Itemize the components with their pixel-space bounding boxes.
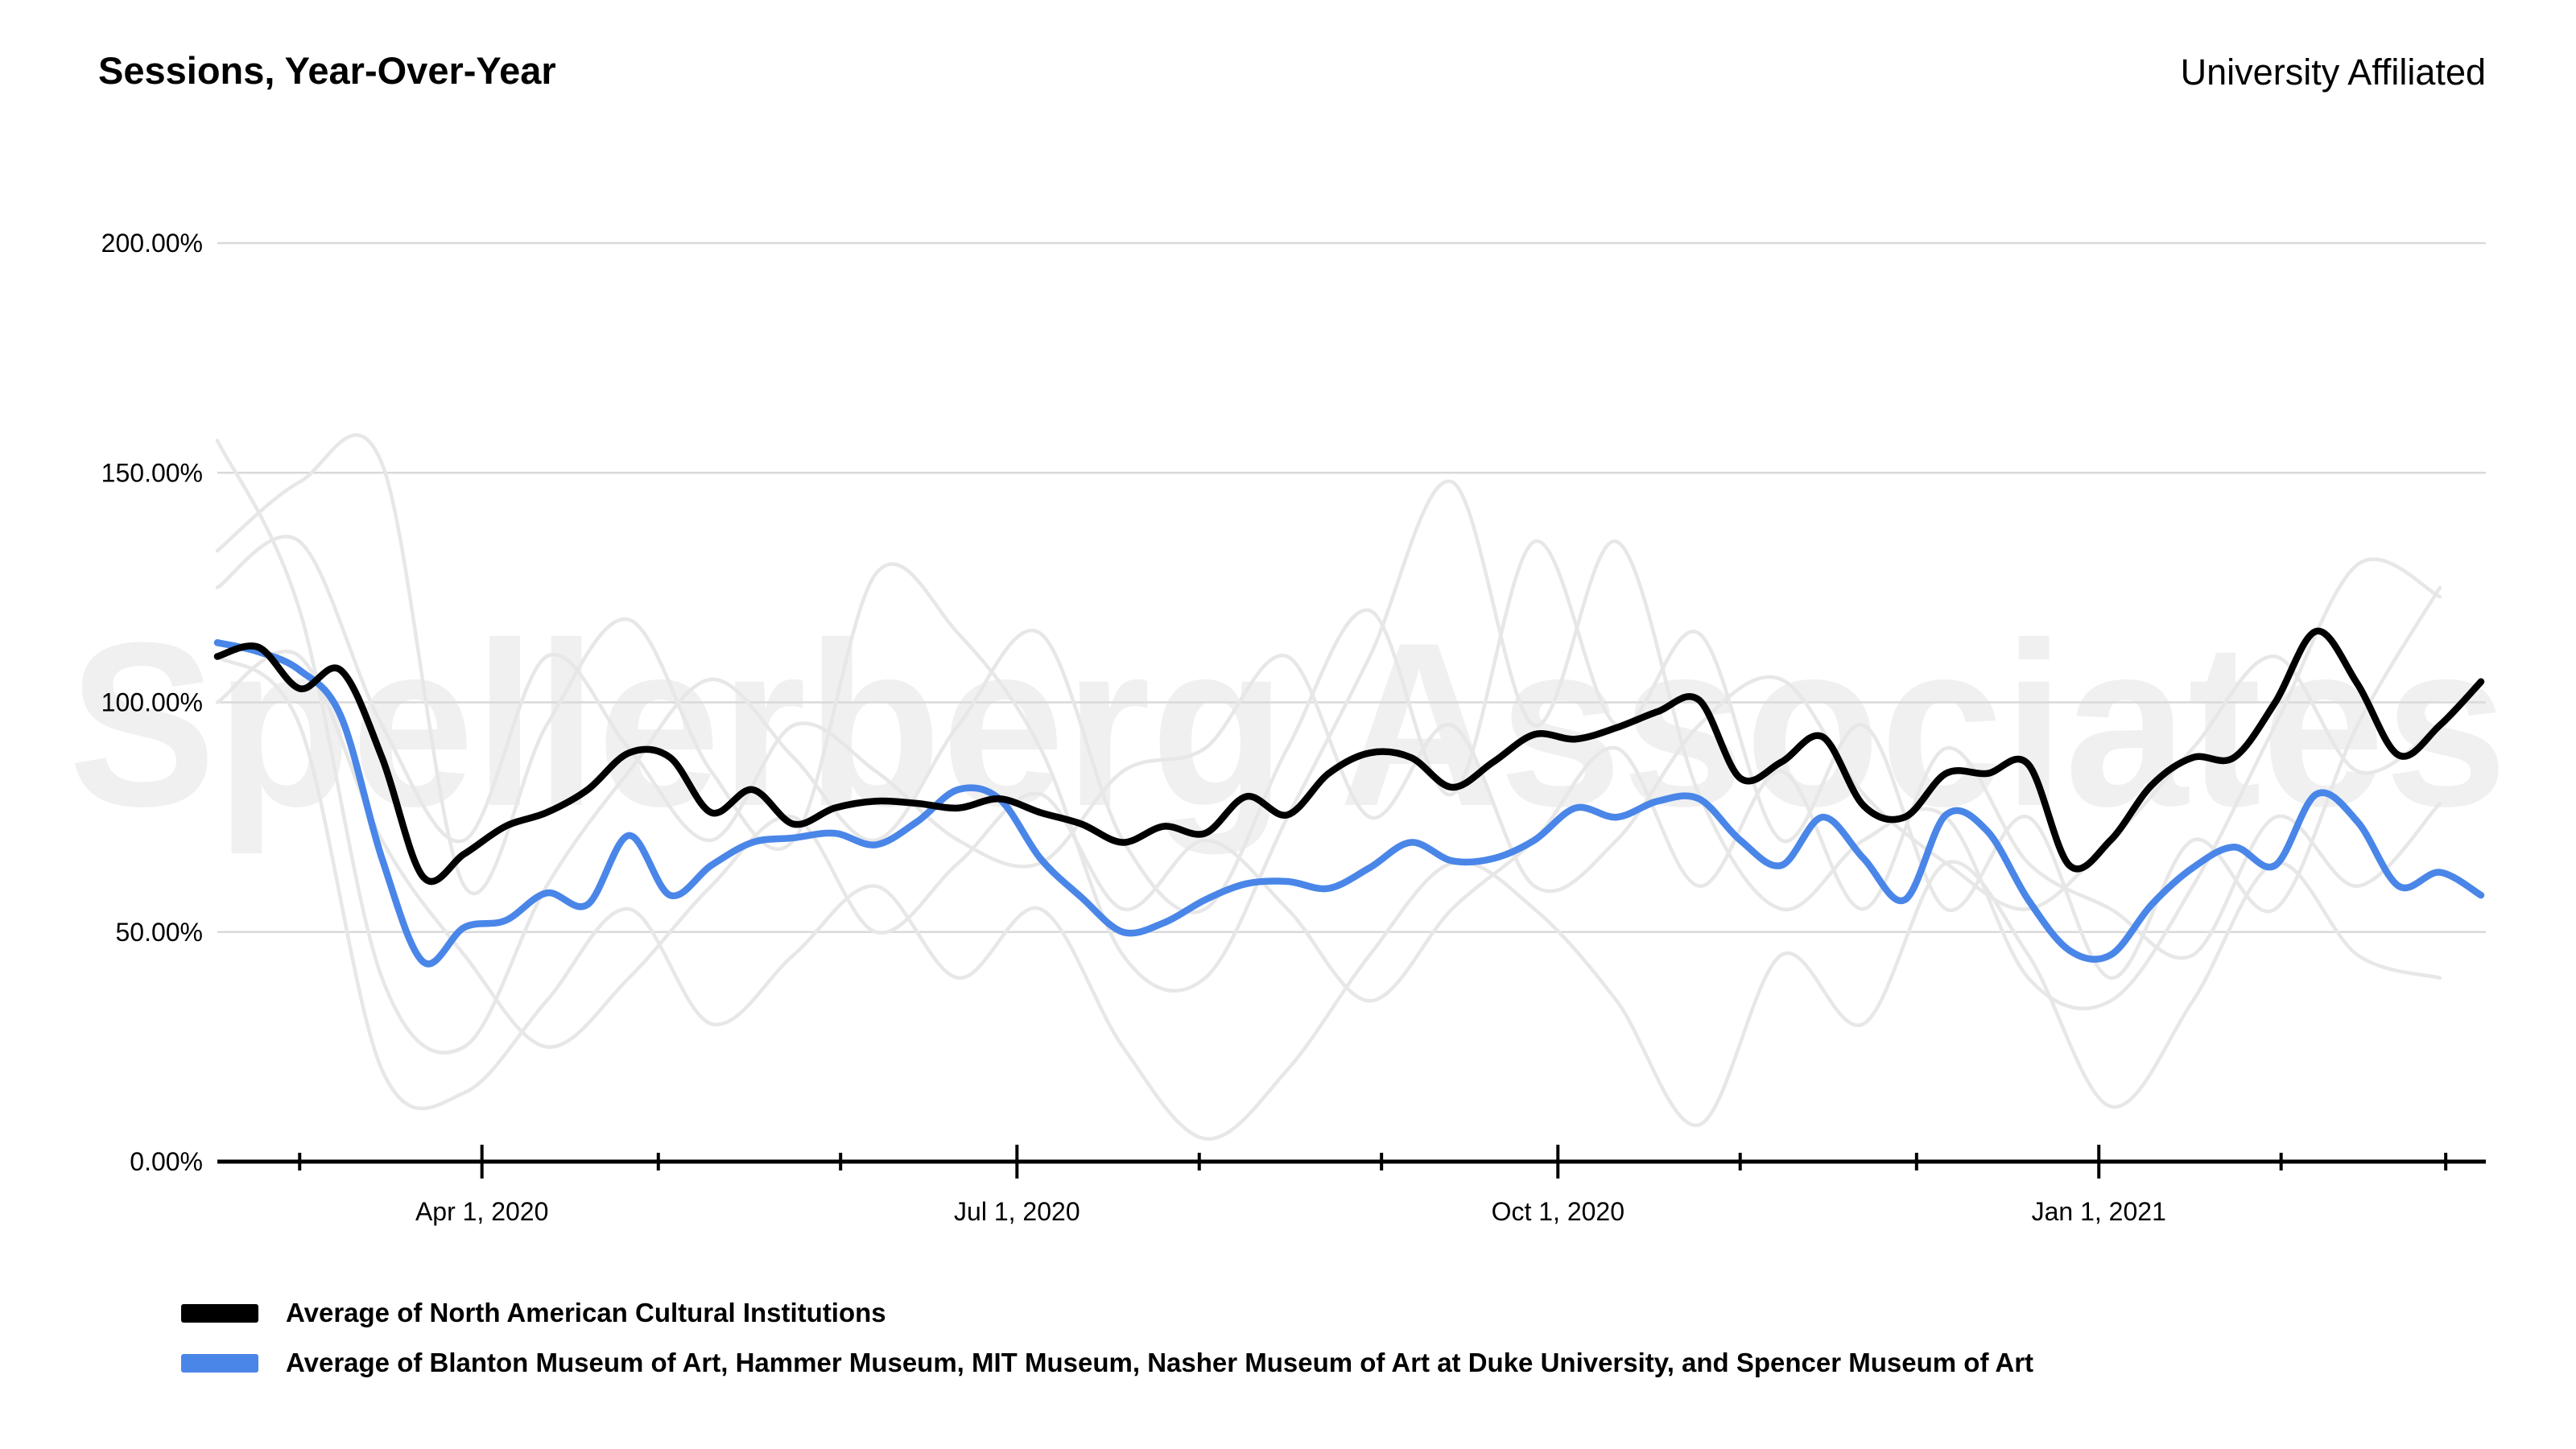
- legend-item-0: Average of North American Cultural Insti…: [181, 1298, 2033, 1328]
- chart-legend: Average of North American Cultural Insti…: [181, 1298, 2033, 1378]
- x-tick-label: Apr 1, 2020: [415, 1197, 548, 1226]
- legend-swatch-blue: [181, 1353, 258, 1373]
- gray-line-3: [215, 654, 2442, 1141]
- x-tick-label: Jan 1, 2021: [2032, 1197, 2166, 1226]
- legend-swatch-black: [181, 1303, 258, 1323]
- avg-cultural-institutions-line: [213, 627, 2485, 886]
- axis-labels-layer: 200.00% 150.00% 100.00% 50.00% 0.00% Apr 1, 2…: [101, 229, 2166, 1226]
- page-title: Sessions, Year-Over-Year: [98, 49, 556, 92]
- gray-line-5: [215, 535, 2442, 911]
- y-tick-label: 200.00%: [101, 229, 203, 258]
- y-tick-label: 0.00%: [130, 1147, 203, 1176]
- group-label: University Affiliated: [2180, 52, 2486, 93]
- gray-line-4: [215, 649, 2442, 1049]
- avg-university-museums-line: [213, 639, 2485, 968]
- gray-line-2: [215, 439, 2442, 1055]
- y-tick-label: 150.00%: [101, 458, 203, 487]
- main-series-layer: [213, 627, 2485, 968]
- y-tick-label: 50.00%: [115, 918, 203, 947]
- y-tick-label: 100.00%: [101, 688, 203, 717]
- legend-label: Average of North American Cultural Insti…: [286, 1298, 886, 1327]
- x-axis-layer: [217, 1145, 2486, 1179]
- background-series-layer: [215, 433, 2442, 1141]
- legend-label: Average of Blanton Museum of Art, Hammer…: [286, 1348, 2034, 1377]
- legend-item-1: Average of Blanton Museum of Art, Hammer…: [181, 1348, 2033, 1378]
- x-tick-label: Jul 1, 2020: [954, 1197, 1080, 1226]
- x-tick-label: Oct 1, 2020: [1492, 1197, 1624, 1226]
- gray-line-1: [215, 433, 2442, 1011]
